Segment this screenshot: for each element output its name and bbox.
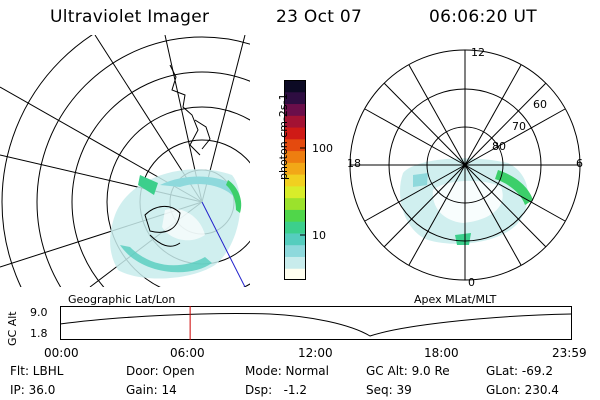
status-gain: Gain: 14 — [126, 383, 177, 397]
timeline-ylabel: GC Alt — [6, 311, 19, 346]
aurora-oval-mlt — [400, 158, 533, 245]
colorbar-segment — [284, 209, 306, 222]
mlt-label-18: 18 — [347, 157, 361, 170]
colorbar-segment — [284, 221, 306, 234]
timeline-xtick-2359: 23:59 — [552, 346, 587, 360]
timeline-xtick-0000: 00:00 — [44, 346, 79, 360]
colorbar-segment — [284, 80, 306, 93]
right-map-label: Apex MLat/MLT — [414, 293, 497, 306]
timeline-xtick-1800: 18:00 — [424, 346, 459, 360]
colorbar-segment — [284, 127, 306, 140]
colorbar-segment — [284, 162, 306, 175]
colorbar-segment — [284, 150, 306, 163]
status-filter: Flt: LBHL — [10, 364, 64, 378]
status-mode: Mode: Normal — [245, 364, 329, 378]
colorbar-segment — [284, 256, 306, 269]
colorbar-segment — [284, 185, 306, 199]
colorbar-segment — [284, 115, 306, 128]
altitude-timeline — [60, 306, 572, 340]
image-date: 23 Oct 07 — [276, 7, 363, 27]
status-ip: IP: 36.0 — [10, 383, 56, 397]
lat-label-70: 70 — [512, 120, 526, 133]
timeline-ytick-low: 1.8 — [30, 327, 48, 340]
colorbar-tick-100: 100 — [312, 142, 333, 155]
timeline-xtick-1200: 12:00 — [298, 346, 333, 360]
image-title: Ultraviolet Imager — [50, 7, 210, 27]
colorbar-tick-10: 10 — [312, 229, 326, 242]
lat-label-80: 80 — [492, 140, 506, 153]
lat-label-60: 60 — [533, 98, 547, 111]
polar-mlat-mlt-plot — [349, 49, 581, 281]
status-dsp: Dsp: -1.2 — [245, 383, 308, 397]
orbit-track — [201, 201, 246, 287]
status-door: Door: Open — [126, 364, 195, 378]
colorbar-segment — [284, 91, 306, 105]
coastline — [144, 64, 211, 247]
mlt-label-6: 6 — [576, 157, 583, 170]
colorbar-segment — [284, 197, 306, 210]
geographic-map — [0, 35, 250, 287]
colorbar-segment — [284, 103, 306, 116]
status-glat: GLat: -69.2 — [486, 364, 553, 378]
colorbar-segment — [284, 232, 306, 246]
image-time: 06:06:20 UT — [429, 7, 537, 27]
colorbar-unit-label: photon cm-2s-1 — [277, 93, 290, 180]
timeline-xtick-0600: 06:00 — [170, 346, 205, 360]
mlt-label-12: 12 — [471, 46, 485, 59]
colorbar — [284, 80, 306, 280]
status-seq: Seq: 39 — [366, 383, 412, 397]
aurora-oval-geo — [110, 169, 242, 279]
colorbar-segment — [284, 174, 306, 187]
timeline-ytick-high: 9.0 — [30, 306, 48, 319]
mlt-label-0: 0 — [468, 276, 475, 289]
colorbar-segment — [284, 244, 306, 257]
status-glon: GLon: 230.4 — [486, 383, 559, 397]
colorbar-segment — [284, 268, 306, 280]
status-gc-alt: GC Alt: 9.0 Re — [366, 364, 450, 378]
altitude-curve — [60, 313, 572, 337]
left-map-label: Geographic Lat/Lon — [68, 293, 176, 306]
